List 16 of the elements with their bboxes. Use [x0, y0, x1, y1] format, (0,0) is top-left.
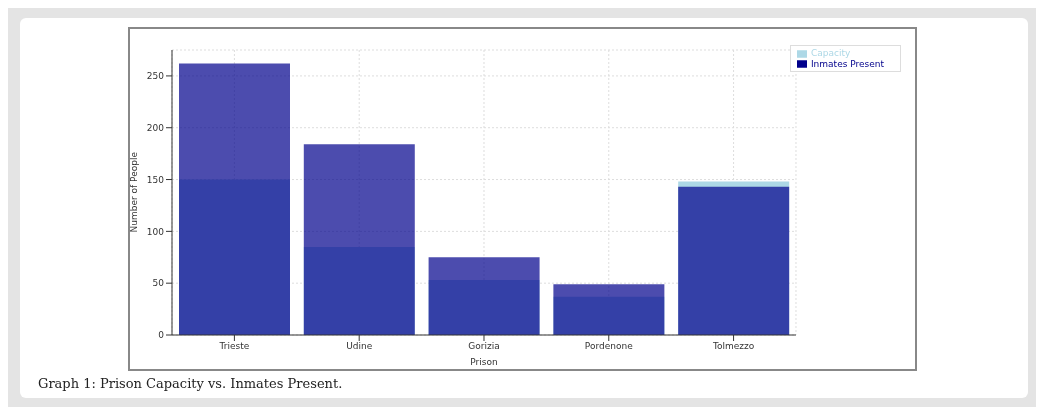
x-tick-label: Gorizia [468, 341, 500, 352]
x-axis-title: Prison [470, 357, 498, 367]
y-axis-title: Number of People [129, 151, 140, 233]
x-tick-label: Trieste [218, 341, 250, 352]
text: Graph 1: Prison Capacity vs. Inmates Present. [38, 376, 343, 391]
y-tick-label: 50 [152, 278, 165, 289]
legend-label: Capacity [810, 48, 851, 58]
y-tick-label: 100 [146, 226, 165, 237]
y-tick-label: 150 [146, 174, 165, 185]
x-tick-label: Tolmezzo [711, 341, 755, 352]
legend-label: Inmates Present [810, 58, 884, 69]
y-tick-label: 200 [146, 122, 165, 133]
y-tick-label: 250 [146, 71, 165, 82]
y-tick-label: 0 [158, 330, 165, 341]
x-tick-label: Udine [346, 341, 373, 352]
x-tick-label: Pordenone [584, 341, 634, 352]
